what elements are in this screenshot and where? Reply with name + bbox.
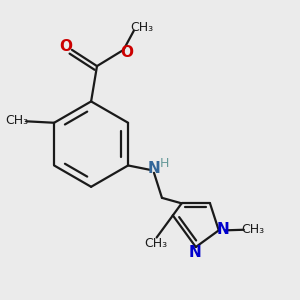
Text: N: N [148, 161, 160, 176]
Text: H: H [160, 158, 169, 170]
Text: CH₃: CH₃ [145, 238, 168, 250]
Text: N: N [217, 222, 230, 237]
Text: CH₃: CH₃ [130, 21, 154, 34]
Text: N: N [189, 245, 202, 260]
Text: O: O [59, 39, 72, 54]
Text: CH₃: CH₃ [241, 223, 264, 236]
Text: CH₃: CH₃ [5, 114, 28, 127]
Text: O: O [120, 45, 133, 60]
